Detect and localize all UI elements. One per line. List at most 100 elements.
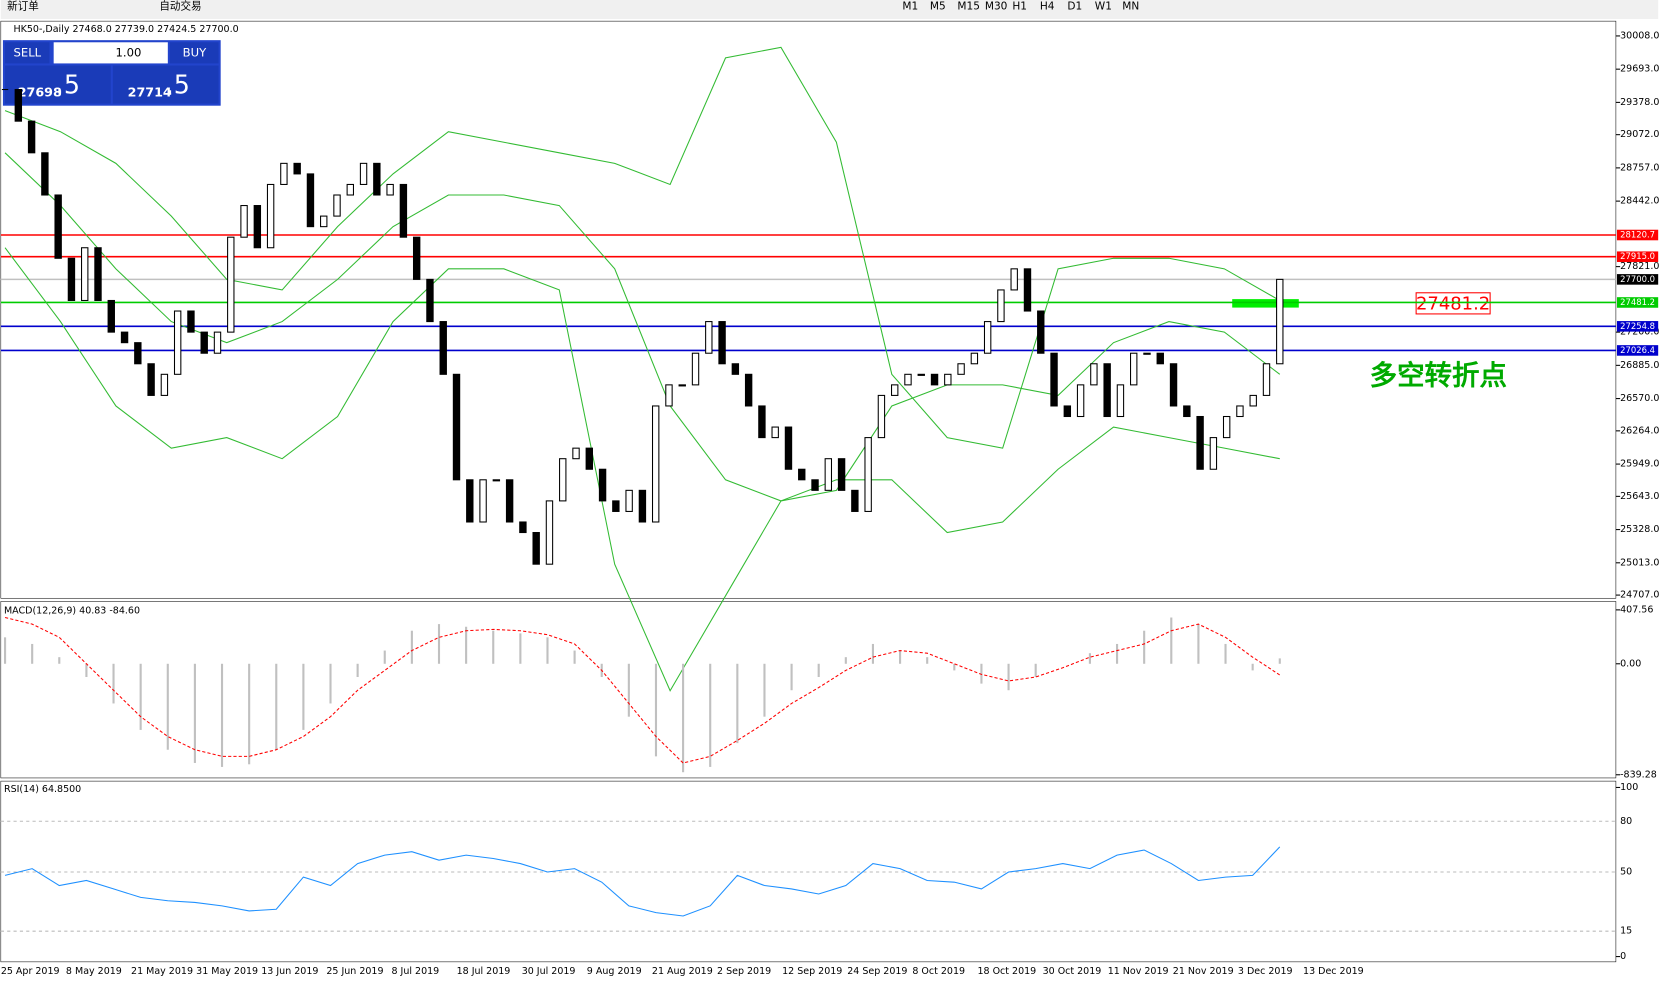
macd-bar bbox=[953, 663, 956, 671]
candle bbox=[1076, 384, 1085, 418]
candle bbox=[147, 363, 155, 396]
candle bbox=[120, 331, 129, 344]
timeframe-button[interactable]: M1 bbox=[902, 0, 918, 12]
x-tick-label: 13 Dec 2019 bbox=[1303, 966, 1364, 977]
x-tick-label: 8 Jul 2019 bbox=[391, 966, 439, 977]
level-label: 27915.0 bbox=[1620, 251, 1655, 261]
candle bbox=[1196, 415, 1204, 470]
x-tick-label: 18 Oct 2019 bbox=[977, 966, 1036, 977]
macd-bar bbox=[790, 663, 793, 691]
candle bbox=[94, 247, 102, 302]
macd-bar bbox=[1143, 630, 1146, 664]
macd-bar bbox=[736, 663, 739, 744]
timeframe-button[interactable]: H4 bbox=[1040, 0, 1055, 12]
toolbar bbox=[0, 0, 1659, 20]
macd-bar bbox=[3, 637, 7, 664]
macd-bar bbox=[871, 643, 875, 664]
macd-bar bbox=[85, 663, 88, 678]
timeframe-button[interactable]: M15 bbox=[957, 0, 980, 12]
buy-button[interactable] bbox=[169, 42, 219, 64]
candle bbox=[983, 321, 992, 354]
candle bbox=[1063, 405, 1072, 418]
macd-bar bbox=[573, 650, 576, 664]
level-badge bbox=[1616, 321, 1659, 332]
buy-price-box[interactable] bbox=[112, 65, 219, 104]
candle bbox=[917, 373, 925, 376]
candle bbox=[1103, 363, 1111, 418]
auto-trade-button[interactable]: 自动交易 bbox=[159, 0, 201, 12]
macd-bar bbox=[899, 650, 902, 664]
new-order-button[interactable]: 新订单 bbox=[7, 0, 39, 12]
macd-bar bbox=[1088, 653, 1091, 664]
y-tick-label: 27200.0 bbox=[1620, 327, 1659, 338]
x-tick-label: 12 Sep 2019 bbox=[782, 966, 842, 977]
rsi-tick-label: 100 bbox=[1620, 782, 1638, 793]
candle bbox=[1130, 352, 1138, 386]
y-tick-label: 24707.0 bbox=[1620, 590, 1659, 601]
sell-price: 27698 bbox=[18, 85, 62, 100]
level-badge bbox=[1616, 251, 1659, 262]
timeframe-button[interactable]: D1 bbox=[1067, 0, 1082, 12]
candle bbox=[1116, 384, 1125, 418]
candle bbox=[744, 373, 753, 407]
candle bbox=[41, 152, 49, 196]
x-tick-label: 24 Sep 2019 bbox=[847, 966, 907, 977]
candle bbox=[545, 500, 554, 565]
y-tick-label: 25949.0 bbox=[1620, 459, 1659, 470]
candle bbox=[1050, 352, 1058, 407]
candle bbox=[1209, 437, 1218, 470]
candle bbox=[81, 247, 89, 302]
rsi-tick-label: 80 bbox=[1620, 816, 1632, 827]
macd-bar bbox=[112, 663, 115, 704]
timeframe-button[interactable]: MN bbox=[1122, 0, 1139, 12]
candle bbox=[771, 426, 779, 439]
candle bbox=[864, 437, 872, 512]
timeframe-button[interactable]: M5 bbox=[930, 0, 946, 12]
x-tick-label: 21 Nov 2019 bbox=[1173, 966, 1234, 977]
candle bbox=[359, 162, 368, 185]
symbol-header: HK50-,Daily 27468.0 27739.0 27424.5 2770… bbox=[14, 24, 239, 35]
macd-bar bbox=[627, 663, 630, 717]
y-tick-label: 30008.0 bbox=[1620, 30, 1659, 41]
candle bbox=[479, 479, 487, 523]
candle bbox=[572, 447, 580, 460]
x-tick-label: 18 Jul 2019 bbox=[457, 966, 511, 977]
candle bbox=[851, 489, 859, 512]
candle bbox=[227, 236, 235, 333]
y-tick-label: 25328.0 bbox=[1620, 524, 1659, 535]
macd-bar bbox=[1278, 658, 1281, 664]
candle bbox=[758, 405, 766, 439]
level-label: 27026.4 bbox=[1620, 345, 1655, 355]
main-panel bbox=[0, 20, 1617, 599]
timeframe-button[interactable]: H1 bbox=[1012, 0, 1027, 12]
x-tick-label: 30 Oct 2019 bbox=[1043, 966, 1102, 977]
macd-bar bbox=[302, 663, 305, 730]
timeframe-button[interactable]: M30 bbox=[985, 0, 1008, 12]
lots-input[interactable] bbox=[53, 42, 168, 64]
macd-bar bbox=[844, 657, 847, 664]
candle bbox=[1249, 394, 1257, 407]
rsi-tick-label: 15 bbox=[1620, 926, 1632, 937]
candle bbox=[731, 363, 740, 375]
level-label: 27481.2 bbox=[1620, 297, 1655, 307]
sell-price-box[interactable] bbox=[5, 65, 111, 104]
macd-bar bbox=[383, 650, 386, 664]
candle bbox=[784, 426, 793, 470]
macd-bar bbox=[437, 624, 441, 664]
buy-price: 27714 bbox=[128, 85, 172, 100]
macd-bar bbox=[275, 663, 278, 750]
x-tick-label: 8 Oct 2019 bbox=[912, 966, 965, 977]
y-tick-label: 28442.0 bbox=[1620, 196, 1659, 207]
candle bbox=[213, 331, 222, 354]
timeframe-button[interactable]: W1 bbox=[1095, 0, 1112, 12]
bollinger-lower bbox=[4, 247, 1280, 692]
macd-bar bbox=[31, 643, 34, 664]
level-badge bbox=[1616, 345, 1659, 356]
y-tick-label: 29072.0 bbox=[1620, 129, 1659, 140]
level-label: 28120.7 bbox=[1620, 230, 1655, 240]
macd-bar bbox=[709, 663, 712, 767]
candle bbox=[891, 384, 899, 396]
candle bbox=[970, 352, 979, 365]
sell-button[interactable] bbox=[5, 42, 50, 64]
